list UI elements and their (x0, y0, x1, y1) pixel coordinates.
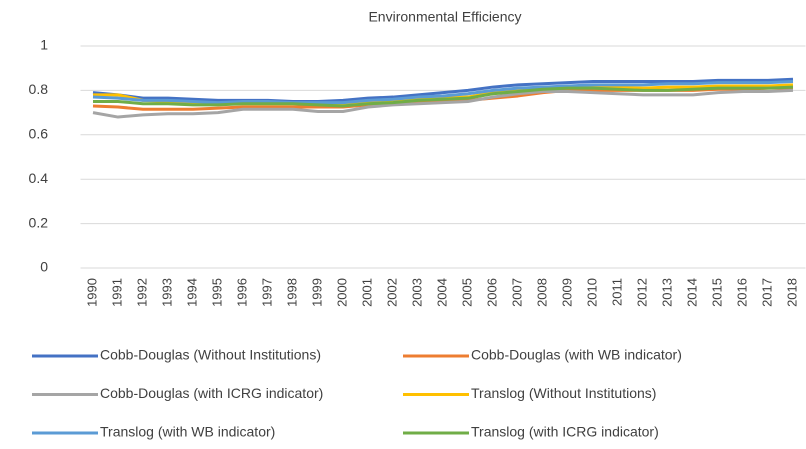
x-tick-label: 2004 (434, 278, 449, 307)
x-tick-label: 1996 (234, 278, 249, 307)
x-tick-label: 2005 (459, 278, 474, 307)
y-tick-label: 0.2 (29, 214, 49, 230)
y-tick-label: 1 (40, 37, 48, 53)
y-tick-label: 0.4 (29, 170, 49, 186)
x-tick-label: 1994 (184, 278, 199, 307)
x-tick-label: 2010 (584, 278, 599, 307)
series-line (93, 85, 794, 108)
x-tick-label: 2009 (559, 278, 574, 307)
legend-label: Cobb-Douglas (with WB indicator) (471, 347, 682, 363)
x-tick-label: 1991 (109, 278, 124, 307)
x-tick-label: 2015 (709, 278, 724, 307)
legend-label: Translog (with WB indicator) (100, 424, 275, 440)
x-tick-label: 2003 (409, 278, 424, 307)
x-tick-label: 2018 (784, 278, 799, 307)
legend-label: Cobb-Douglas (with ICRG indicator) (100, 385, 323, 401)
x-tick-label: 2007 (509, 278, 524, 307)
x-tick-label: 2016 (734, 278, 749, 307)
x-tick-label: 1997 (259, 278, 274, 307)
series-line (92, 80, 794, 105)
y-tick-label: 0 (40, 259, 48, 275)
y-tick-label: 0.6 (29, 126, 49, 142)
x-tick-label: 2008 (534, 278, 549, 307)
series-line (92, 77, 794, 103)
legend-label: Cobb-Douglas (Without Institutions) (100, 347, 321, 363)
x-tick-label: 1993 (159, 278, 174, 307)
series-line (92, 88, 794, 119)
chart-title: Environmental Efficiency (368, 9, 521, 25)
x-tick-label: 1990 (84, 278, 99, 307)
x-tick-label: 2006 (484, 278, 499, 307)
x-tick-label: 2012 (634, 278, 649, 307)
x-tick-label: 2017 (759, 278, 774, 307)
x-tick-label: 2014 (684, 278, 699, 307)
x-tick-label: 2013 (659, 278, 674, 307)
x-tick-label: 1999 (309, 278, 324, 307)
x-tick-label: 1992 (134, 278, 149, 307)
y-tick-label: 0.8 (29, 81, 49, 97)
x-tick-label: 1995 (209, 278, 224, 307)
x-tick-label: 2000 (334, 278, 349, 307)
legend-label: Translog (with ICRG indicator) (471, 424, 659, 440)
x-tick-label: 1998 (284, 278, 299, 307)
legend-label: Translog (Without Institutions) (471, 385, 656, 401)
x-tick-label: 2001 (359, 278, 374, 307)
x-tick-label: 2002 (384, 278, 399, 307)
x-tick-label: 2011 (609, 278, 624, 306)
